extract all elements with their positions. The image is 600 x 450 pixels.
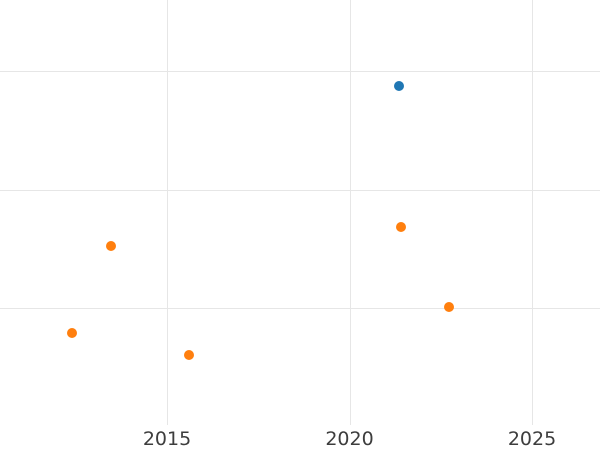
y-gridline: [0, 189, 600, 191]
y-gridline: [0, 307, 600, 309]
data-point-series-blue: [394, 80, 404, 91]
x-gridline: [349, 0, 351, 425]
data-point-series-orange: [67, 328, 77, 338]
x-tick-label: 2015: [142, 428, 192, 450]
x-tick-label: 2025: [507, 428, 557, 450]
x-tick-label: 2020: [325, 428, 374, 450]
x-gridline: [167, 0, 168, 425]
y-gridline: [0, 70, 600, 72]
data-point-series-orange: [105, 240, 116, 251]
x-gridline: [532, 0, 533, 425]
data-point-series-orange: [395, 221, 406, 232]
data-point-series-orange: [184, 349, 194, 360]
data-point-series-orange: [443, 301, 454, 312]
